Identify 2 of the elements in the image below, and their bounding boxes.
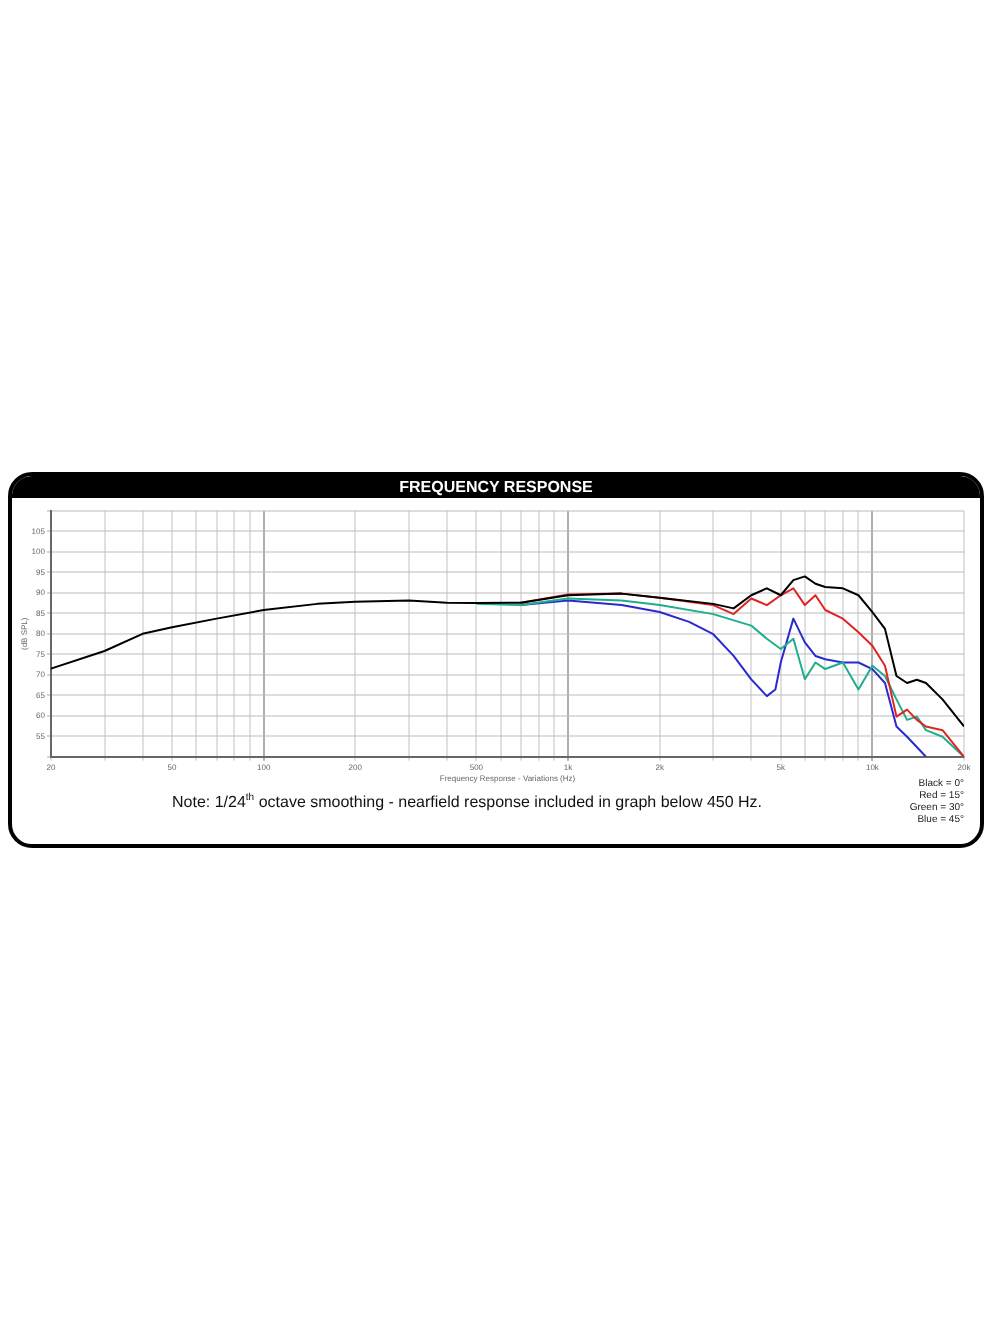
chart-title: FREQUENCY RESPONSE	[12, 476, 980, 498]
text: Note: 1/24$^{th}$ octave smoothing - nearfield response included in graph below 450 Hz.	[172, 792, 763, 812]
